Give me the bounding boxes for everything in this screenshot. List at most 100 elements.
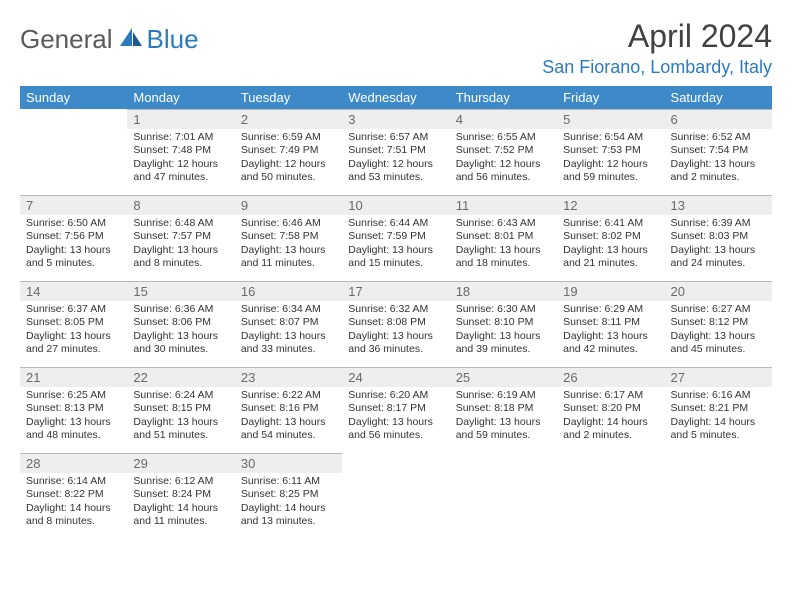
sunrise-text: Sunrise: 6:36 AM — [133, 303, 228, 316]
daylight-text: Daylight: 13 hours and 15 minutes. — [348, 244, 443, 270]
day-body: Sunrise: 6:27 AMSunset: 8:12 PMDaylight:… — [665, 301, 772, 360]
daylight-text: Daylight: 12 hours and 50 minutes. — [241, 158, 336, 184]
day-cell: 28Sunrise: 6:14 AMSunset: 8:22 PMDayligh… — [20, 453, 127, 539]
day-number: 20 — [665, 281, 772, 301]
day-body: Sunrise: 6:24 AMSunset: 8:15 PMDaylight:… — [127, 387, 234, 446]
sunrise-text: Sunrise: 6:44 AM — [348, 217, 443, 230]
day-cell — [665, 453, 772, 539]
location-subtitle: San Fiorano, Lombardy, Italy — [542, 57, 772, 78]
day-cell: 21Sunrise: 6:25 AMSunset: 8:13 PMDayligh… — [20, 367, 127, 453]
day-cell: 27Sunrise: 6:16 AMSunset: 8:21 PMDayligh… — [665, 367, 772, 453]
day-body: Sunrise: 6:41 AMSunset: 8:02 PMDaylight:… — [557, 215, 664, 274]
sunrise-text: Sunrise: 6:16 AM — [671, 389, 766, 402]
sunset-text: Sunset: 8:07 PM — [241, 316, 336, 329]
page-title: April 2024 — [542, 18, 772, 55]
daylight-text: Daylight: 13 hours and 48 minutes. — [26, 416, 121, 442]
day-number: 14 — [20, 281, 127, 301]
day-number: 13 — [665, 195, 772, 215]
calendar-body: 1Sunrise: 7:01 AMSunset: 7:48 PMDaylight… — [20, 109, 772, 539]
day-cell: 26Sunrise: 6:17 AMSunset: 8:20 PMDayligh… — [557, 367, 664, 453]
sunset-text: Sunset: 8:05 PM — [26, 316, 121, 329]
day-cell: 20Sunrise: 6:27 AMSunset: 8:12 PMDayligh… — [665, 281, 772, 367]
day-body: Sunrise: 6:14 AMSunset: 8:22 PMDaylight:… — [20, 473, 127, 532]
day-number: 23 — [235, 367, 342, 387]
day-number: 1 — [127, 109, 234, 129]
day-cell: 4Sunrise: 6:55 AMSunset: 7:52 PMDaylight… — [450, 109, 557, 195]
sunset-text: Sunset: 8:18 PM — [456, 402, 551, 415]
daylight-text: Daylight: 13 hours and 54 minutes. — [241, 416, 336, 442]
day-number: 3 — [342, 109, 449, 129]
logo: General Blue — [20, 24, 199, 55]
day-body: Sunrise: 6:36 AMSunset: 8:06 PMDaylight:… — [127, 301, 234, 360]
day-body: Sunrise: 6:39 AMSunset: 8:03 PMDaylight:… — [665, 215, 772, 274]
daylight-text: Daylight: 12 hours and 47 minutes. — [133, 158, 228, 184]
day-number: 25 — [450, 367, 557, 387]
day-body: Sunrise: 6:43 AMSunset: 8:01 PMDaylight:… — [450, 215, 557, 274]
day-body: Sunrise: 6:57 AMSunset: 7:51 PMDaylight:… — [342, 129, 449, 188]
logo-sail-icon — [118, 26, 144, 53]
sunrise-text: Sunrise: 6:52 AM — [671, 131, 766, 144]
sunset-text: Sunset: 8:10 PM — [456, 316, 551, 329]
day-body: Sunrise: 6:44 AMSunset: 7:59 PMDaylight:… — [342, 215, 449, 274]
sunset-text: Sunset: 7:52 PM — [456, 144, 551, 157]
daylight-text: Daylight: 12 hours and 59 minutes. — [563, 158, 658, 184]
day-number: 7 — [20, 195, 127, 215]
sunset-text: Sunset: 8:12 PM — [671, 316, 766, 329]
day-number: 26 — [557, 367, 664, 387]
day-number: 9 — [235, 195, 342, 215]
day-body — [450, 473, 557, 479]
dow-header-row: Sunday Monday Tuesday Wednesday Thursday… — [20, 86, 772, 109]
sunrise-text: Sunrise: 6:46 AM — [241, 217, 336, 230]
sunset-text: Sunset: 8:16 PM — [241, 402, 336, 415]
day-cell: 12Sunrise: 6:41 AMSunset: 8:02 PMDayligh… — [557, 195, 664, 281]
day-cell: 11Sunrise: 6:43 AMSunset: 8:01 PMDayligh… — [450, 195, 557, 281]
day-cell: 24Sunrise: 6:20 AMSunset: 8:17 PMDayligh… — [342, 367, 449, 453]
sunrise-text: Sunrise: 6:11 AM — [241, 475, 336, 488]
day-cell: 2Sunrise: 6:59 AMSunset: 7:49 PMDaylight… — [235, 109, 342, 195]
day-body — [342, 473, 449, 479]
day-cell: 10Sunrise: 6:44 AMSunset: 7:59 PMDayligh… — [342, 195, 449, 281]
calendar-week-row: 21Sunrise: 6:25 AMSunset: 8:13 PMDayligh… — [20, 367, 772, 453]
day-cell: 16Sunrise: 6:34 AMSunset: 8:07 PMDayligh… — [235, 281, 342, 367]
day-number: 10 — [342, 195, 449, 215]
day-body: Sunrise: 6:52 AMSunset: 7:54 PMDaylight:… — [665, 129, 772, 188]
day-body: Sunrise: 6:37 AMSunset: 8:05 PMDaylight:… — [20, 301, 127, 360]
daylight-text: Daylight: 13 hours and 21 minutes. — [563, 244, 658, 270]
sunrise-text: Sunrise: 6:59 AM — [241, 131, 336, 144]
day-body: Sunrise: 6:16 AMSunset: 8:21 PMDaylight:… — [665, 387, 772, 446]
daylight-text: Daylight: 14 hours and 11 minutes. — [133, 502, 228, 528]
daylight-text: Daylight: 13 hours and 45 minutes. — [671, 330, 766, 356]
dow-tuesday: Tuesday — [235, 86, 342, 109]
sunset-text: Sunset: 7:48 PM — [133, 144, 228, 157]
daylight-text: Daylight: 14 hours and 13 minutes. — [241, 502, 336, 528]
day-body: Sunrise: 6:54 AMSunset: 7:53 PMDaylight:… — [557, 129, 664, 188]
day-cell: 13Sunrise: 6:39 AMSunset: 8:03 PMDayligh… — [665, 195, 772, 281]
sunrise-text: Sunrise: 6:50 AM — [26, 217, 121, 230]
dow-wednesday: Wednesday — [342, 86, 449, 109]
sunrise-text: Sunrise: 6:20 AM — [348, 389, 443, 402]
sunrise-text: Sunrise: 6:39 AM — [671, 217, 766, 230]
sunrise-text: Sunrise: 6:19 AM — [456, 389, 551, 402]
title-block: April 2024 San Fiorano, Lombardy, Italy — [542, 18, 772, 78]
day-cell — [342, 453, 449, 539]
day-number: 27 — [665, 367, 772, 387]
dow-monday: Monday — [127, 86, 234, 109]
sunset-text: Sunset: 7:57 PM — [133, 230, 228, 243]
sunrise-text: Sunrise: 6:12 AM — [133, 475, 228, 488]
sunrise-text: Sunrise: 6:34 AM — [241, 303, 336, 316]
day-cell: 19Sunrise: 6:29 AMSunset: 8:11 PMDayligh… — [557, 281, 664, 367]
day-body: Sunrise: 6:34 AMSunset: 8:07 PMDaylight:… — [235, 301, 342, 360]
daylight-text: Daylight: 14 hours and 2 minutes. — [563, 416, 658, 442]
sunrise-text: Sunrise: 6:14 AM — [26, 475, 121, 488]
day-cell: 17Sunrise: 6:32 AMSunset: 8:08 PMDayligh… — [342, 281, 449, 367]
day-cell: 25Sunrise: 6:19 AMSunset: 8:18 PMDayligh… — [450, 367, 557, 453]
day-body: Sunrise: 6:11 AMSunset: 8:25 PMDaylight:… — [235, 473, 342, 532]
daylight-text: Daylight: 13 hours and 33 minutes. — [241, 330, 336, 356]
sunset-text: Sunset: 7:59 PM — [348, 230, 443, 243]
day-number: 17 — [342, 281, 449, 301]
day-number: 21 — [20, 367, 127, 387]
day-cell: 22Sunrise: 6:24 AMSunset: 8:15 PMDayligh… — [127, 367, 234, 453]
day-cell: 14Sunrise: 6:37 AMSunset: 8:05 PMDayligh… — [20, 281, 127, 367]
daylight-text: Daylight: 13 hours and 18 minutes. — [456, 244, 551, 270]
sunrise-text: Sunrise: 6:17 AM — [563, 389, 658, 402]
